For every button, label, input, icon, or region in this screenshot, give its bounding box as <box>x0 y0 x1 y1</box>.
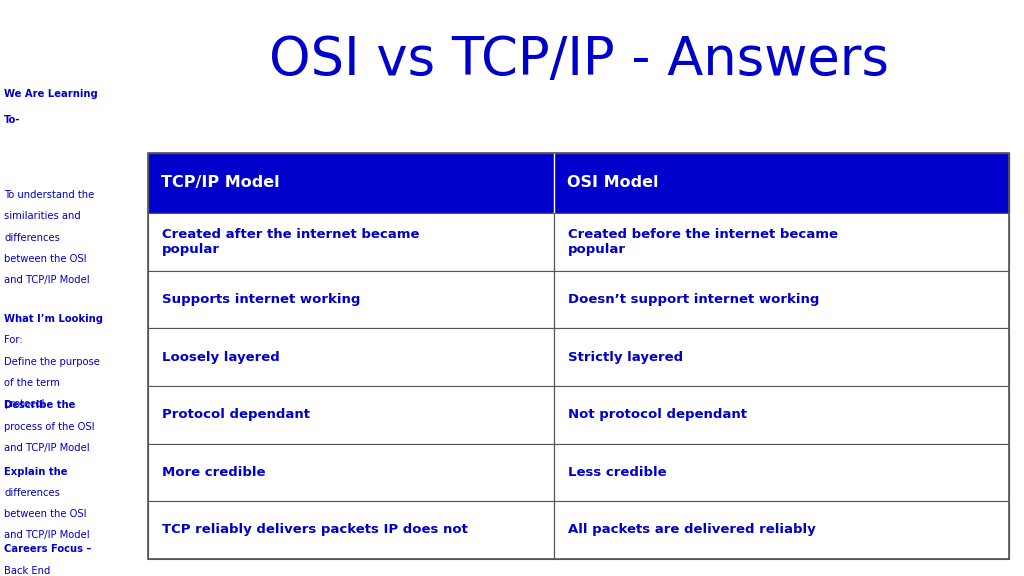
Text: TCP reliably delivers packets IP does not: TCP reliably delivers packets IP does no… <box>162 524 468 536</box>
Bar <box>148 328 554 386</box>
Text: differences: differences <box>4 488 60 498</box>
Text: and TCP/IP Model: and TCP/IP Model <box>4 530 90 540</box>
Bar <box>148 386 554 444</box>
Text: similarities and: similarities and <box>4 211 81 221</box>
Text: between the OSI: between the OSI <box>4 509 87 519</box>
Text: of the term: of the term <box>4 378 60 388</box>
Text: differences: differences <box>4 233 60 242</box>
Bar <box>148 444 554 501</box>
Text: Define the purpose: Define the purpose <box>4 357 100 366</box>
Bar <box>554 328 1009 386</box>
Text: All packets are delivered reliably: All packets are delivered reliably <box>567 524 815 536</box>
Text: Back End: Back End <box>4 566 50 575</box>
Text: Supports internet working: Supports internet working <box>162 293 360 306</box>
Text: Careers Focus –: Careers Focus – <box>4 544 91 554</box>
Text: Explain the: Explain the <box>4 467 68 476</box>
Text: Strictly layered: Strictly layered <box>567 351 683 363</box>
Text: Less credible: Less credible <box>567 466 667 479</box>
Bar <box>148 501 554 559</box>
Text: Protocol dependant: Protocol dependant <box>162 408 310 421</box>
Text: and TCP/IP Model: and TCP/IP Model <box>4 275 90 285</box>
Text: What I’m Looking: What I’m Looking <box>4 314 103 324</box>
Text: Describe the: Describe the <box>4 400 76 410</box>
Text: Loosely layered: Loosely layered <box>162 351 280 363</box>
Bar <box>554 444 1009 501</box>
Text: between the OSI: between the OSI <box>4 254 87 264</box>
Bar <box>554 501 1009 559</box>
Bar <box>554 213 1009 271</box>
Text: OSI Model: OSI Model <box>566 175 658 191</box>
Text: protocol: protocol <box>4 399 44 409</box>
Text: process of the OSI: process of the OSI <box>4 422 94 431</box>
Text: TCP/IP Model: TCP/IP Model <box>161 175 280 191</box>
Text: To understand the: To understand the <box>4 190 94 200</box>
Bar <box>148 153 1009 559</box>
Text: Created before the internet became
popular: Created before the internet became popul… <box>567 228 838 256</box>
Text: We Are Learning: We Are Learning <box>4 89 98 99</box>
Bar <box>148 271 554 328</box>
Bar <box>554 386 1009 444</box>
Text: To-: To- <box>4 115 20 124</box>
Text: Created after the internet became
popular: Created after the internet became popula… <box>162 228 419 256</box>
Text: For:: For: <box>4 335 23 345</box>
Bar <box>554 271 1009 328</box>
Bar <box>148 153 1009 213</box>
Bar <box>148 213 554 271</box>
Text: Not protocol dependant: Not protocol dependant <box>567 408 746 421</box>
Text: OSI vs TCP/IP - Answers: OSI vs TCP/IP - Answers <box>268 35 889 86</box>
Text: Doesn’t support internet working: Doesn’t support internet working <box>567 293 819 306</box>
Text: More credible: More credible <box>162 466 265 479</box>
Text: and TCP/IP Model: and TCP/IP Model <box>4 443 90 453</box>
